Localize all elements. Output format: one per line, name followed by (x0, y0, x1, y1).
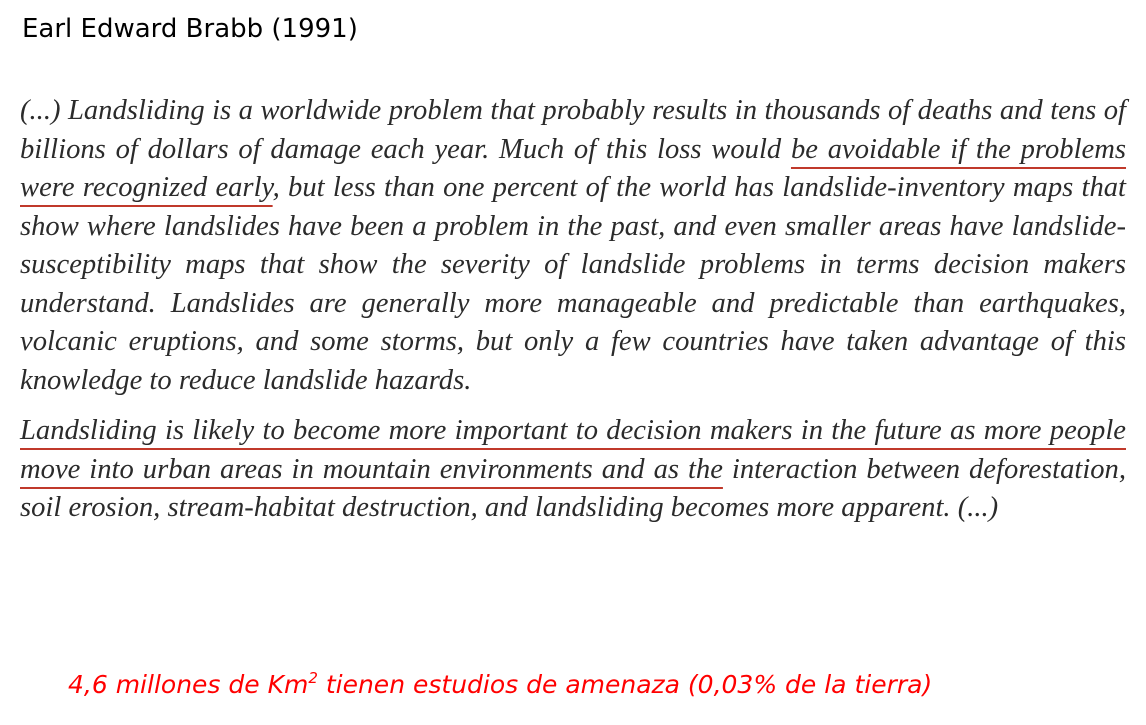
footer-statistic-note: 4,6 millones de Km2 tienen estudios de a… (68, 670, 932, 699)
author-heading: Earl Edward Brabb (1991) (22, 14, 358, 44)
quote-paragraph-1: (...) Landsliding is a worldwide problem… (20, 92, 1126, 400)
footer-text-after: tienen estudios de amenaza (0,03% de la … (317, 670, 933, 699)
footer-text-before: 4,6 millones de Km (68, 670, 309, 699)
quote-p1-text-before: (...) Landsliding is a worldwide problem… (20, 95, 1126, 165)
quote-block: (...) Landsliding is a worldwide problem… (20, 92, 1126, 528)
quote-p1-underlined-text: be avoidable if the problems were recogn… (20, 133, 1127, 204)
quote-p2-underlined-text: Landsliding is likely to become more imp… (20, 415, 1126, 485)
quote-p1-text-after: , but less than one percent of the world… (20, 172, 1127, 396)
quote-paragraph-2: Landsliding is likely to become more imp… (20, 412, 1126, 528)
footer-superscript: 2 (308, 669, 318, 687)
quote-p2-text-after: interaction between deforestation, soil … (20, 453, 1126, 524)
